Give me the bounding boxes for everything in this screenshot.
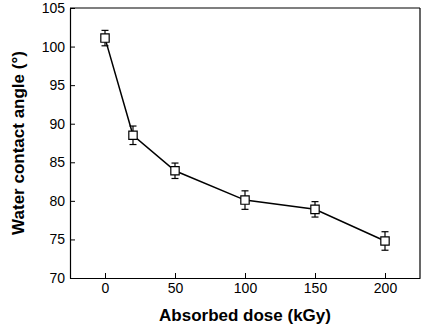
y-tick: 95 [49, 77, 75, 93]
y-tick-mark [70, 239, 75, 240]
x-tick-mark [245, 273, 246, 278]
y-tick-mark [70, 85, 75, 86]
error-bar-cap [242, 190, 249, 191]
y-tick: 80 [49, 193, 75, 209]
error-bar-cap [102, 45, 109, 46]
x-tick: 200 [374, 273, 398, 296]
x-tick: 100 [234, 273, 258, 296]
chart: 0 50 100 150 200 70 75 80 85 90 95 100 105 Absorbed d… [0, 0, 427, 329]
frame-top [70, 7, 420, 8]
error-bar-cap [312, 216, 319, 217]
y-tick-label: 105 [42, 0, 66, 16]
frame-right [419, 8, 420, 278]
error-bar-cap [130, 144, 137, 145]
error-bar-cap [172, 178, 179, 179]
x-tick-mark [315, 273, 316, 278]
data-line [105, 38, 385, 241]
y-tick: 100 [42, 39, 75, 55]
y-tick-label: 70 [49, 270, 65, 286]
error-bar-cap [102, 30, 109, 31]
y-tick-mark [70, 8, 75, 9]
error-bar-cap [172, 162, 179, 163]
data-point [241, 196, 249, 204]
y-tick-mark [70, 47, 75, 48]
x-axis: 0 50 100 150 200 [71, 273, 421, 296]
y-tick-label: 100 [42, 39, 66, 55]
x-tick-mark [105, 273, 106, 278]
error-bar [312, 202, 319, 217]
plot: 0 50 100 150 200 70 75 80 85 90 95 100 105 [42, 0, 421, 296]
x-tick-label: 0 [102, 280, 110, 296]
error-bar [382, 232, 389, 251]
x-tick-label: 50 [168, 280, 184, 296]
x-tick-mark [385, 273, 386, 278]
x-tick: 50 [168, 273, 184, 296]
error-bar [242, 191, 249, 210]
error-bar [172, 163, 179, 178]
data-point [311, 205, 319, 213]
y-tick-mark [70, 124, 75, 125]
error-bar-cap [382, 250, 389, 251]
y-tick: 85 [49, 154, 75, 170]
error-bar-cap [242, 209, 249, 210]
y-tick-label: 90 [49, 116, 65, 132]
y-tick-label: 95 [49, 77, 65, 93]
data-point [381, 237, 389, 245]
y-tick: 75 [49, 231, 75, 247]
error-bar-cap [382, 231, 389, 232]
error-bar [130, 126, 137, 145]
y-tick: 90 [49, 116, 75, 132]
y-tick-mark [70, 278, 75, 279]
data-area [101, 30, 389, 250]
x-tick-label: 200 [374, 280, 398, 296]
data-point [101, 34, 109, 42]
x-tick-mark [175, 273, 176, 278]
x-tick-label: 150 [304, 280, 328, 296]
x-axis-title: Absorbed dose (kGy) [159, 306, 331, 325]
y-axis-title: Water contact angle (°) [9, 51, 28, 235]
y-tick-mark [70, 201, 75, 202]
data-point [129, 131, 137, 139]
error-bar-cap [312, 201, 319, 202]
x-tick: 150 [304, 273, 328, 296]
y-tick-label: 75 [49, 231, 65, 247]
error-bar-cap [130, 125, 137, 126]
y-tick-label: 85 [49, 154, 65, 170]
x-axis-line [71, 278, 421, 279]
y-tick: 70 [49, 270, 75, 286]
y-tick: 105 [42, 0, 75, 16]
x-tick: 0 [102, 273, 110, 296]
y-tick-mark [70, 162, 75, 163]
data-point [171, 167, 179, 175]
y-tick-label: 80 [49, 193, 65, 209]
y-axis: 70 75 80 85 90 95 100 105 [42, 0, 75, 286]
error-bar [102, 30, 109, 45]
y-axis-line [70, 9, 71, 279]
x-tick-label: 100 [234, 280, 258, 296]
